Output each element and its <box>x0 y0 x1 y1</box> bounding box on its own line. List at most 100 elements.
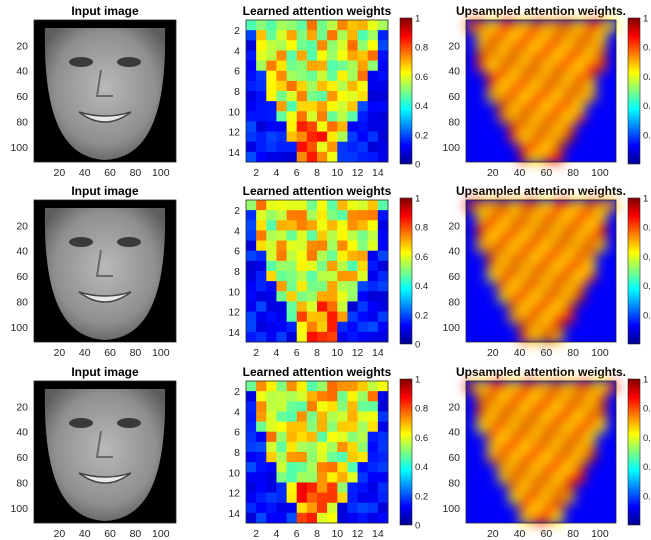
heatmap-cell <box>530 121 542 133</box>
heatmap-cell <box>377 441 389 453</box>
axes-frame <box>33 380 177 524</box>
heatmap-cell <box>508 70 521 82</box>
heatmap-cell <box>519 220 532 232</box>
colorbar <box>627 197 641 345</box>
heatmap-cell <box>306 210 318 221</box>
heatmap-cell <box>357 472 369 483</box>
heatmap-cell <box>306 60 318 72</box>
heatmap-cell <box>306 121 318 132</box>
heatmap-cell <box>367 452 379 463</box>
heatmap-cell <box>286 220 298 231</box>
heatmap-cell <box>498 240 510 252</box>
panel-image: Input image 20 40 60 80 100 20 40 60 80 100 <box>10 184 177 359</box>
heatmap-cell <box>367 131 379 143</box>
heatmap-cell <box>266 250 277 262</box>
heatmap-cell <box>541 101 553 113</box>
heatmap-cell <box>498 30 510 42</box>
heatmap-cell <box>498 472 510 484</box>
heatmap-cell <box>573 70 585 82</box>
heatmap-cell <box>487 271 500 283</box>
heatmap-cell <box>551 472 564 484</box>
x-tick-label: 100 <box>152 347 170 359</box>
heatmap-cell <box>337 482 348 493</box>
heatmap-cell <box>306 431 318 443</box>
heatmap-cell <box>337 411 348 422</box>
heatmap-cell <box>541 482 553 494</box>
heatmap-cell <box>256 472 267 483</box>
heatmap-cell <box>276 301 287 312</box>
heatmap-cell <box>246 230 257 241</box>
heatmap-cell <box>367 111 379 122</box>
heatmap-cell <box>562 200 575 212</box>
heatmap-cell <box>347 210 358 221</box>
heatmap-cell <box>327 20 338 31</box>
heatmap-cell <box>541 271 553 283</box>
heatmap-cell <box>296 472 308 483</box>
heatmap-cell <box>508 411 521 423</box>
y-tick-label: 2 <box>234 205 240 217</box>
heatmap-cell <box>306 101 318 112</box>
heatmap-cell <box>266 210 277 221</box>
heatmap-cell <box>498 260 510 272</box>
heatmap-cell <box>276 492 287 504</box>
heatmap-cell <box>276 50 287 61</box>
heatmap-cell <box>296 111 308 122</box>
heatmap-cell <box>562 220 575 232</box>
colorbar-tick-label: 0.4 <box>643 462 651 473</box>
heatmap-cell <box>541 111 553 123</box>
heatmap-cell <box>276 311 287 323</box>
heatmap-cell <box>551 121 564 133</box>
heatmap-cell <box>337 210 348 221</box>
heatmap-cell <box>367 421 379 433</box>
heatmap-cell <box>519 20 532 32</box>
heatmap-cell <box>498 381 510 393</box>
heatmap-cell <box>296 70 308 82</box>
x-tick-label: 60 <box>541 528 553 540</box>
heatmap-cell <box>337 30 348 41</box>
heatmap-cell <box>530 311 542 323</box>
x-tick-label: 80 <box>567 347 579 359</box>
heatmap-cell <box>367 250 379 262</box>
y-tick-label: 60 <box>16 452 28 464</box>
heatmap-cell <box>367 492 379 504</box>
colorbar-tick-label: 0.6 <box>643 252 651 263</box>
heatmap-cell <box>296 431 308 443</box>
heatmap-cell <box>327 411 338 422</box>
heatmap-cell <box>498 391 510 403</box>
panel-heatmap-smooth: Upsampled attention weights. 20 40 60 80 100 2… <box>442 365 651 540</box>
x-tick-label: 14 <box>372 528 384 540</box>
heatmap-cell <box>541 80 553 92</box>
heatmap-cell <box>266 421 277 433</box>
heatmap-cell <box>256 321 267 333</box>
heatmap-cell <box>266 220 277 231</box>
heatmap-cell <box>367 331 379 343</box>
heatmap-cell <box>357 20 369 31</box>
heatmap-cell <box>530 411 542 423</box>
heatmap-cell <box>541 301 553 313</box>
heatmap-cell <box>296 482 308 493</box>
heatmap-cell <box>357 311 369 323</box>
heatmap-cell <box>573 452 585 464</box>
heatmap-cell <box>337 20 348 31</box>
heatmap-cell <box>306 281 318 292</box>
heatmap-cell <box>357 411 369 422</box>
heatmap-cell <box>541 431 553 443</box>
y-tick-label: 20 <box>448 401 460 413</box>
x-tick-label: 8 <box>314 347 320 359</box>
heatmap-cell <box>347 281 358 292</box>
heatmap-cell <box>551 30 564 42</box>
heatmap-cell <box>541 391 553 403</box>
heatmap-cell <box>286 30 298 41</box>
heatmap-cell <box>266 321 277 333</box>
heatmap-cell <box>266 331 277 343</box>
heatmap-cell <box>377 210 389 221</box>
heatmap-cell <box>347 441 358 453</box>
heatmap-cell <box>377 301 389 312</box>
x-tick-label: 6 <box>294 347 300 359</box>
heatmap-cell <box>266 462 277 473</box>
heatmap-cell <box>296 40 308 51</box>
heatmap-cell <box>306 401 318 412</box>
heatmap-cell <box>327 30 338 41</box>
heatmap-cell <box>367 240 379 252</box>
heatmap-cell <box>519 431 532 443</box>
